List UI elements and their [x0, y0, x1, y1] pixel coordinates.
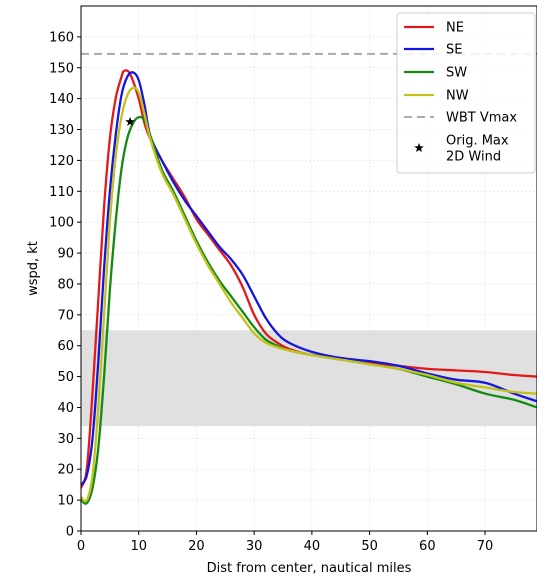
y-tick-label: 10: [57, 494, 74, 509]
y-tick-label: 110: [49, 185, 74, 200]
x-tick-label: 50: [361, 539, 378, 554]
series-line-ne: [81, 69, 537, 489]
y-tick-label: 100: [49, 216, 74, 231]
y-tick-label: 160: [49, 30, 74, 45]
y-axis-label: wspd, kt: [26, 241, 41, 296]
legend-label: SW: [446, 66, 467, 81]
x-tick-label: 30: [246, 539, 263, 554]
x-tick-label: 10: [130, 539, 147, 554]
y-tick-label: 80: [57, 277, 74, 292]
x-tick-label: 60: [419, 539, 436, 554]
series-line-se: [81, 71, 537, 486]
axes-frame: [80, 5, 537, 532]
legend-label: Orig. Max 2D Wind: [446, 134, 509, 165]
x-axis-label: Dist from center, nautical miles: [207, 561, 412, 576]
legend-label: WBT Vmax: [446, 111, 517, 126]
series-line-nw: [81, 86, 537, 503]
x-tick-label: 40: [304, 539, 321, 554]
axes: 0 10 20 30 40 50 60 70 0 10 20 30 40 50 60 70 80 90 100 110…: [49, 5, 537, 554]
y-tick-label: 30: [57, 432, 74, 447]
x-tick-label: 20: [188, 539, 205, 554]
y-tick-label: 140: [49, 92, 74, 107]
legend-star-icon: [414, 143, 424, 153]
series-line-sw: [81, 115, 537, 505]
plot-area: [80, 6, 537, 532]
y-tick-label: 70: [57, 308, 74, 323]
max-wind-star-marker: [125, 116, 135, 126]
y-tick-label: 90: [57, 247, 74, 262]
x-tick-label: 70: [477, 539, 494, 554]
y-tick-label: 120: [49, 154, 74, 169]
legend-box: [396, 12, 536, 174]
shaded-band: [81, 330, 537, 426]
y-tick-label: 40: [57, 401, 74, 416]
y-tick-label: 60: [57, 339, 74, 354]
legend-label: NE: [446, 21, 464, 36]
x-tick-label: 0: [77, 539, 85, 554]
y-tick-label: 0: [66, 525, 74, 540]
y-tick-label: 150: [49, 61, 74, 76]
y-tick-label: 20: [57, 463, 74, 478]
legend: NE SE SW NW WBT Vmax Orig. Max 2D Wind: [396, 12, 536, 174]
y-tick-label: 130: [49, 123, 74, 138]
legend-label: NW: [446, 89, 469, 104]
y-tick-label: 50: [57, 370, 74, 385]
legend-label: SE: [446, 43, 462, 58]
